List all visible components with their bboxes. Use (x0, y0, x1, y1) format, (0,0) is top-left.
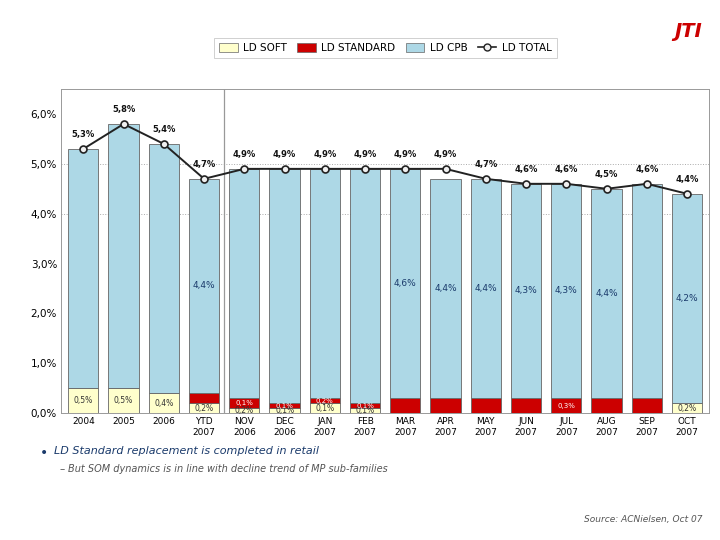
Text: 4,9%: 4,9% (434, 150, 457, 159)
Bar (109, 388, 139, 413)
Bar (471, 398, 501, 413)
Text: 4,4%: 4,4% (595, 289, 618, 298)
Bar (149, 144, 179, 393)
Text: 0,2%: 0,2% (316, 397, 333, 403)
Bar (350, 403, 380, 408)
Bar (471, 179, 501, 398)
Bar (269, 408, 300, 413)
Text: 0,1%: 0,1% (276, 403, 294, 409)
Text: 0,2%: 0,2% (678, 403, 697, 413)
Text: 4,4%: 4,4% (434, 284, 457, 293)
Text: 4,6%: 4,6% (514, 165, 538, 174)
Text: 0,1%: 0,1% (275, 406, 294, 415)
Text: 4,4%: 4,4% (675, 175, 698, 184)
Text: L: L (12, 17, 22, 32)
Bar (672, 403, 702, 413)
Bar (68, 149, 99, 388)
Text: 4,3%: 4,3% (515, 287, 537, 295)
Bar (310, 169, 340, 398)
Bar (631, 184, 662, 398)
Text: 4,6%: 4,6% (394, 279, 417, 288)
Text: 4,9%: 4,9% (233, 150, 256, 159)
Text: 4,6%: 4,6% (554, 165, 578, 174)
Bar (189, 393, 219, 403)
Text: 5,4%: 5,4% (152, 125, 176, 134)
Bar (229, 408, 259, 413)
Text: 4,3%: 4,3% (555, 287, 577, 295)
Legend: LD SOFT, LD STANDARD, LD CPB, LD TOTAL: LD SOFT, LD STANDARD, LD CPB, LD TOTAL (214, 38, 557, 58)
Text: 0,1%: 0,1% (315, 403, 334, 413)
Text: 0,1%: 0,1% (235, 400, 253, 406)
Bar (390, 169, 420, 398)
Text: But SOM dynamics is in line with decline trend of MP sub-families: But SOM dynamics is in line with decline… (68, 464, 388, 475)
Bar (269, 169, 300, 403)
Bar (109, 124, 139, 388)
Text: 4,9%: 4,9% (354, 150, 377, 159)
Text: 0,1%: 0,1% (356, 406, 374, 415)
Text: 5,8%: 5,8% (112, 105, 135, 114)
Text: 4,7%: 4,7% (474, 160, 498, 169)
Text: –: – (59, 464, 64, 475)
Bar (350, 408, 380, 413)
Text: 0,2%: 0,2% (194, 403, 214, 413)
Text: •: • (40, 446, 48, 460)
Text: 4,9%: 4,9% (273, 150, 296, 159)
Bar (390, 398, 420, 413)
Text: 0,4%: 0,4% (154, 399, 174, 408)
Text: 4,9%: 4,9% (313, 150, 336, 159)
Bar (552, 184, 582, 398)
Text: 4,9%: 4,9% (394, 150, 417, 159)
Bar (591, 398, 621, 413)
Bar (511, 184, 541, 398)
Bar (431, 179, 461, 398)
Text: 0,5%: 0,5% (114, 396, 133, 405)
Text: 4,7%: 4,7% (192, 160, 216, 169)
Bar (149, 393, 179, 413)
Bar (552, 398, 582, 413)
Text: 0,2%: 0,2% (235, 406, 254, 415)
Text: 4,2%: 4,2% (676, 294, 698, 303)
Text: D: D (36, 30, 49, 45)
Bar (68, 388, 99, 413)
Text: Source: ACNielsen, Oct 07: Source: ACNielsen, Oct 07 (583, 515, 702, 524)
Bar (591, 189, 621, 398)
Bar (350, 169, 380, 403)
Bar (189, 403, 219, 413)
Bar (672, 194, 702, 403)
Bar (310, 398, 340, 403)
Bar (229, 169, 259, 398)
Bar (269, 403, 300, 408)
Bar (431, 398, 461, 413)
Bar (511, 398, 541, 413)
Text: LD Standard replacement is completed in retail: LD Standard replacement is completed in … (54, 446, 319, 456)
Text: 0,5%: 0,5% (73, 396, 93, 405)
Text: 4,5%: 4,5% (595, 170, 618, 179)
Text: LD MP vs Value lines SOM: LD MP vs Value lines SOM (83, 21, 406, 41)
Bar (631, 398, 662, 413)
Bar (189, 179, 219, 393)
Text: 4,6%: 4,6% (635, 165, 659, 174)
Bar (310, 403, 340, 413)
Text: 5,3%: 5,3% (72, 130, 95, 139)
Bar (229, 398, 259, 408)
Text: 4,4%: 4,4% (474, 284, 497, 293)
Text: JTI: JTI (674, 22, 702, 40)
Text: 0,3%: 0,3% (557, 403, 575, 409)
Text: 0,1%: 0,1% (356, 403, 374, 409)
Text: 4,4%: 4,4% (193, 281, 215, 291)
